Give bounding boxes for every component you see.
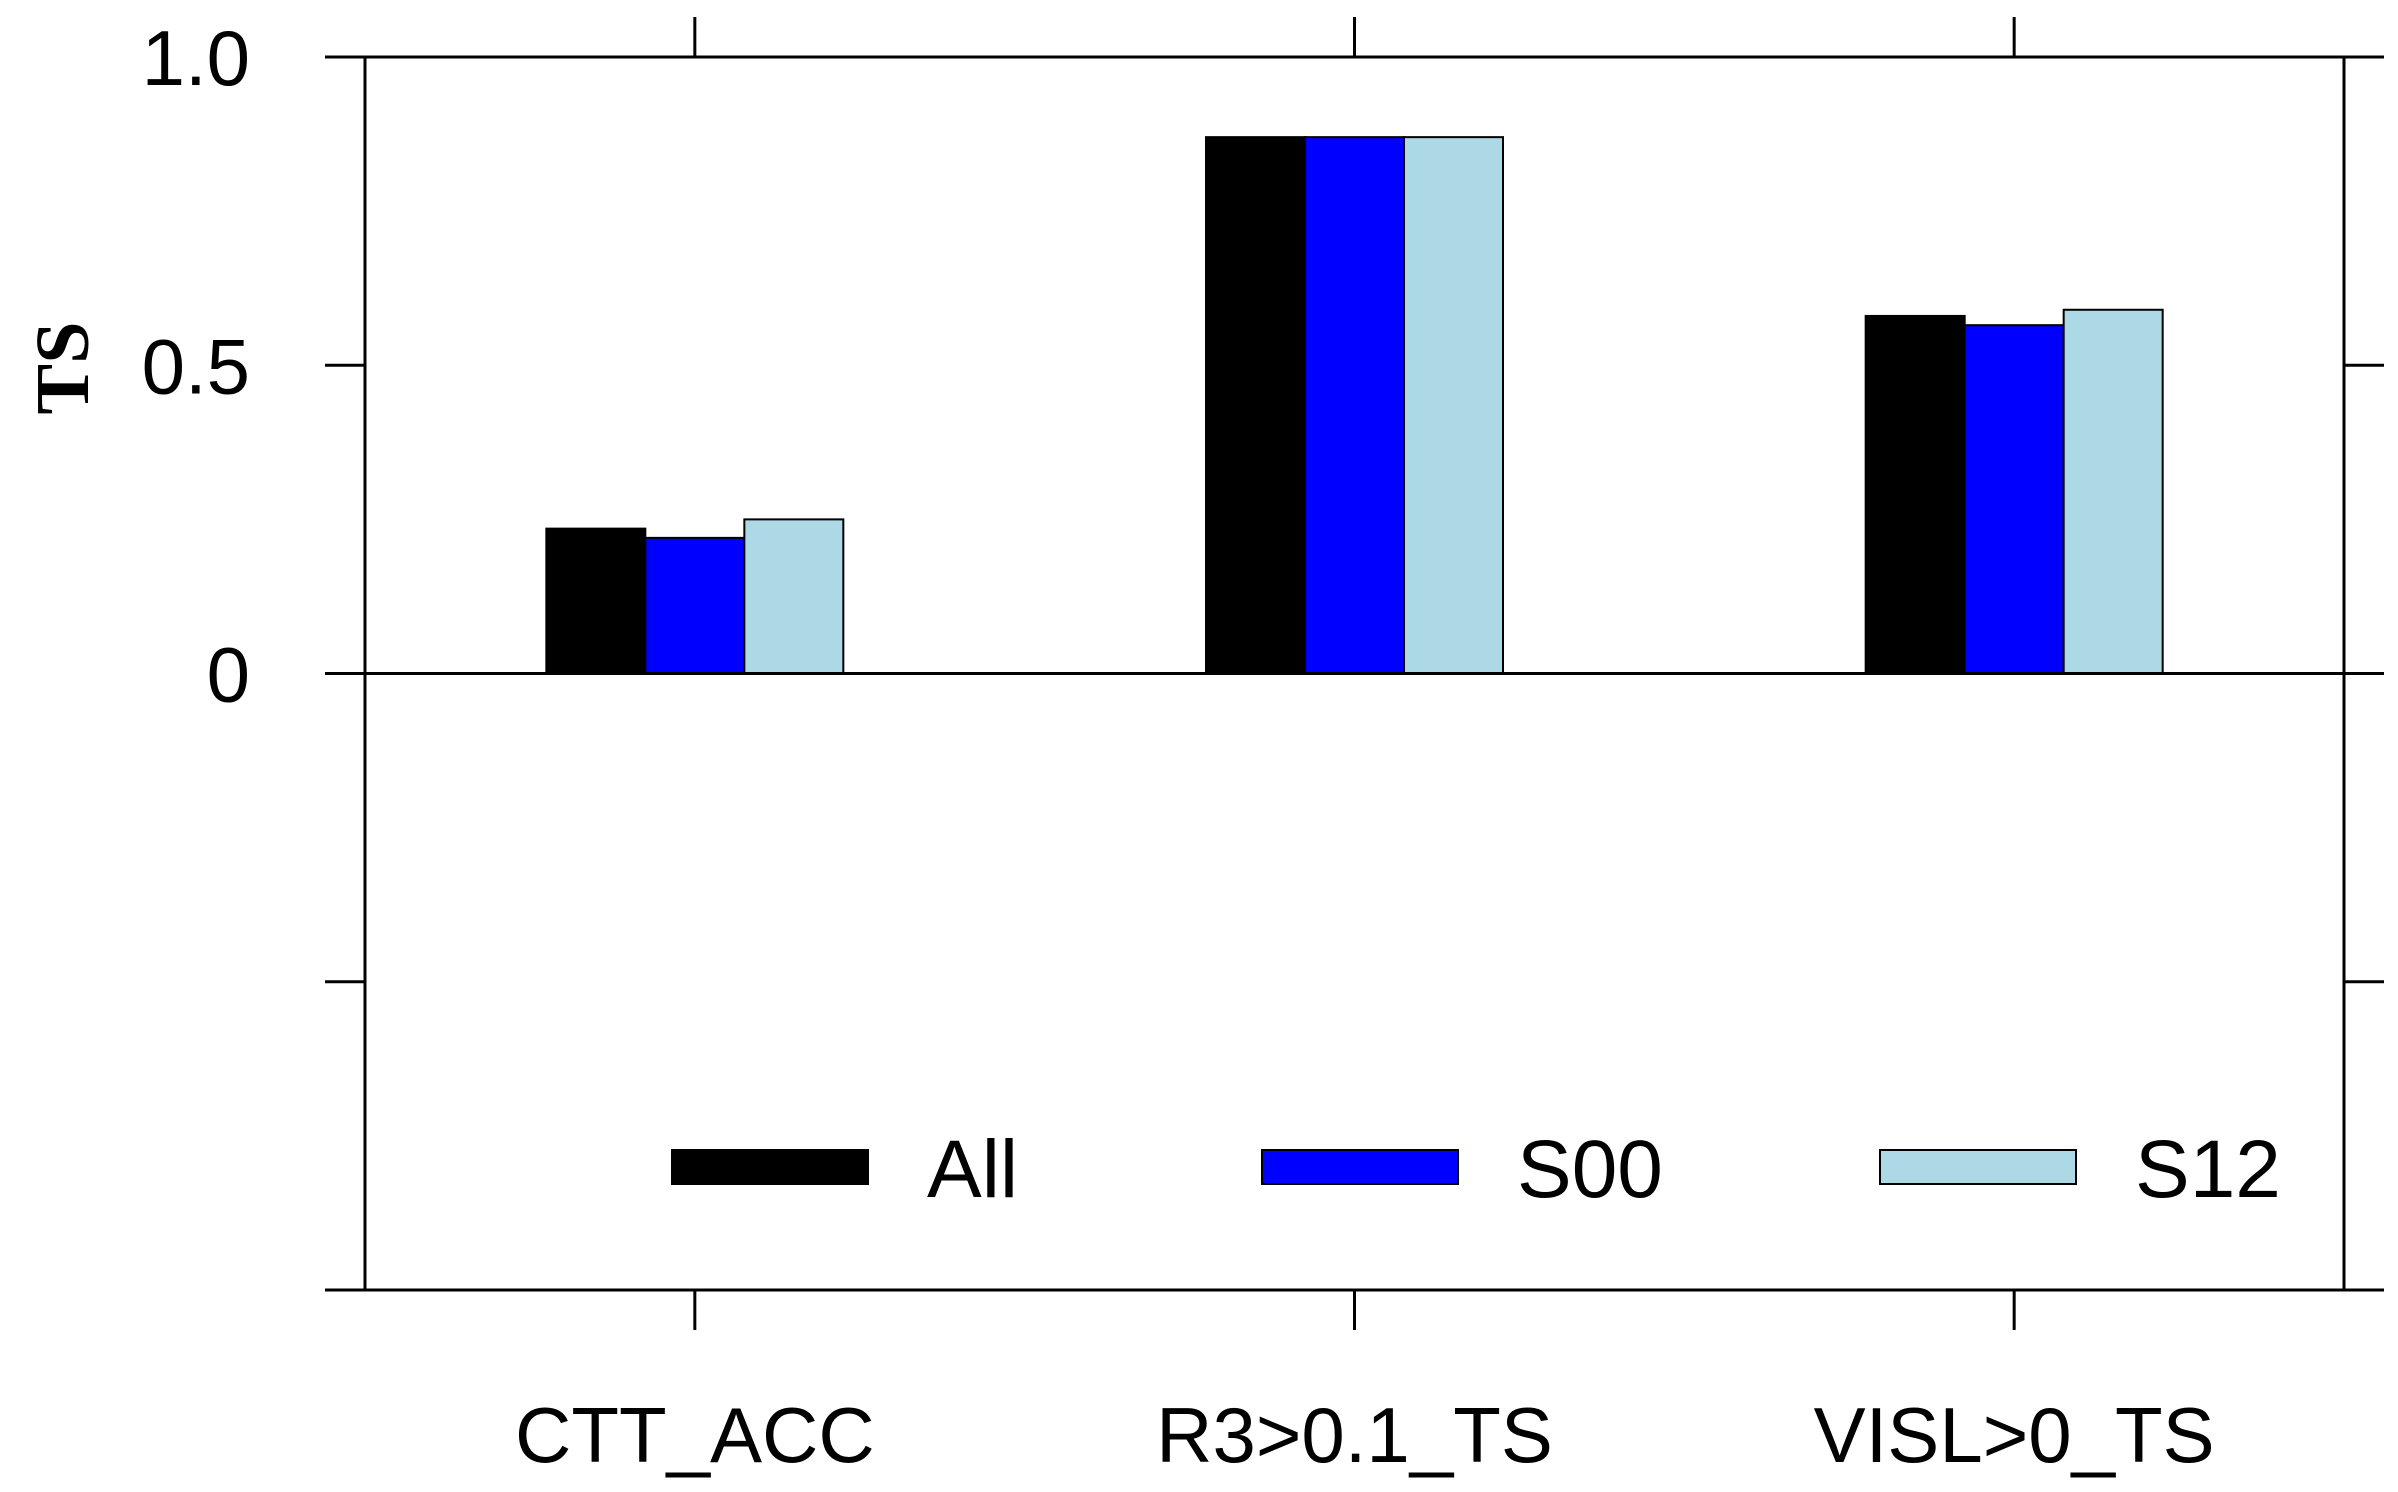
y-axis-label: TS: [21, 322, 105, 415]
legend-label-s00: S00: [1517, 1124, 1663, 1215]
bar-s12-1: [1403, 136, 1504, 675]
y-tick-labels: 0 0.5 1.0: [142, 14, 250, 719]
legend-swatch-s12: [1879, 1149, 2077, 1185]
x-category-label: VISL>0_TS: [1814, 1391, 2215, 1479]
bar-all-0: [545, 527, 647, 675]
bars-layer: [545, 136, 2164, 675]
bar-s00-2: [1963, 324, 2065, 675]
legend: All S00 S12: [671, 1124, 2281, 1215]
legend-swatch-s00: [1261, 1149, 1459, 1185]
legend-label-s12: S12: [2135, 1124, 2281, 1215]
y-tick-label: 0: [207, 631, 250, 719]
bar-all-2: [1864, 314, 1966, 675]
y-tick-label: 1.0: [142, 14, 250, 102]
legend-label-all: All: [927, 1124, 1018, 1215]
y-tick-label: 0.5: [142, 322, 250, 410]
bar-s00-1: [1304, 136, 1405, 675]
x-category-label: CTT_ACC: [515, 1391, 875, 1479]
legend-swatch-all: [671, 1149, 869, 1185]
ticks-layer: [325, 17, 2384, 1330]
x-category-label: R3>0.1_TS: [1156, 1391, 1553, 1479]
bar-s12-2: [2062, 308, 2164, 675]
bar-s00-0: [644, 536, 746, 675]
x-tick-labels: CTT_ACC R3>0.1_TS VISL>0_TS: [515, 1391, 2215, 1479]
bar-s12-0: [743, 518, 845, 675]
bar-all-1: [1205, 136, 1306, 675]
